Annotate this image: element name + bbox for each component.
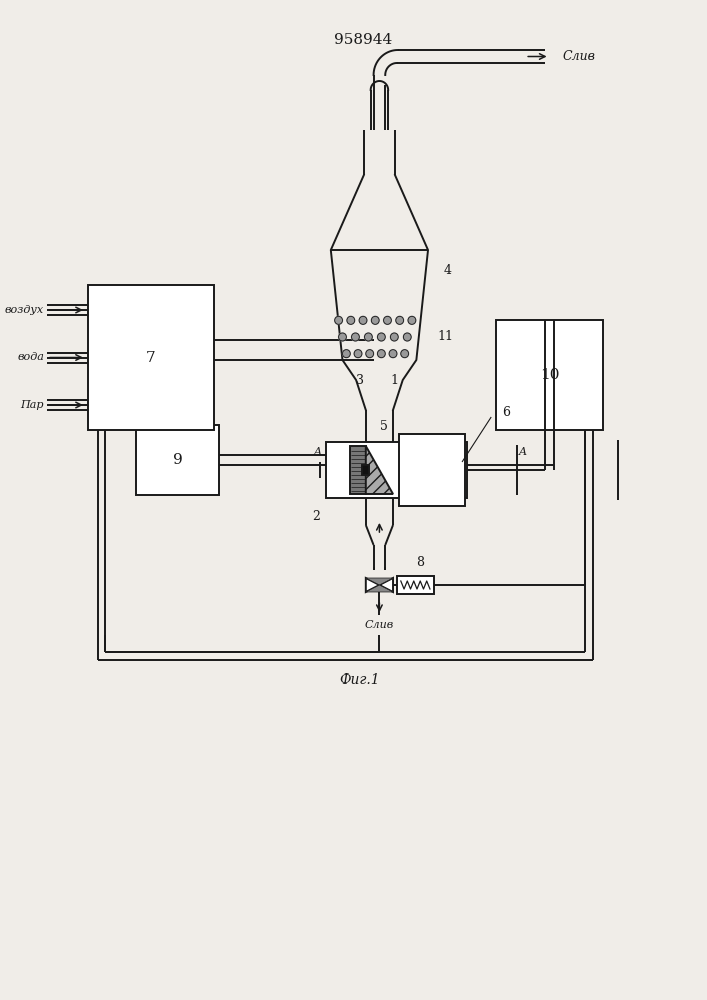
Text: 6: 6 (502, 406, 510, 418)
Circle shape (339, 333, 346, 341)
Text: 1: 1 (390, 373, 398, 386)
Bar (88, 285, 214, 430)
Text: вода: вода (17, 353, 44, 362)
Bar (496, 320, 603, 430)
Text: 2: 2 (312, 510, 320, 522)
Text: 11: 11 (438, 330, 453, 344)
Polygon shape (366, 446, 393, 494)
Circle shape (408, 316, 416, 324)
Circle shape (389, 350, 397, 358)
Text: 7: 7 (146, 351, 156, 364)
Bar (399, 434, 465, 506)
Bar (350, 446, 366, 494)
Text: 10: 10 (539, 368, 559, 382)
Circle shape (384, 316, 392, 324)
Circle shape (359, 316, 367, 324)
Bar (397, 576, 434, 594)
Polygon shape (366, 578, 393, 592)
Text: Фиг.1: Фиг.1 (339, 673, 380, 687)
Text: A: A (519, 447, 527, 457)
Text: 8: 8 (416, 556, 424, 570)
Circle shape (404, 333, 411, 341)
Text: воздух: воздух (5, 305, 44, 315)
Text: 3: 3 (356, 373, 364, 386)
Polygon shape (366, 585, 393, 592)
Text: A: A (314, 447, 322, 457)
Circle shape (371, 316, 379, 324)
Circle shape (365, 333, 373, 341)
Text: 958944: 958944 (334, 33, 392, 47)
Circle shape (366, 350, 373, 358)
Polygon shape (366, 578, 393, 585)
Circle shape (351, 333, 359, 341)
Circle shape (378, 350, 385, 358)
Circle shape (354, 350, 362, 358)
Text: 5: 5 (380, 420, 388, 434)
Text: Слив: Слив (365, 620, 394, 630)
Circle shape (390, 333, 398, 341)
Circle shape (401, 350, 409, 358)
Circle shape (334, 316, 342, 324)
Text: 9: 9 (173, 453, 182, 467)
Text: 4: 4 (443, 264, 452, 277)
Bar (136, 425, 219, 495)
Bar (362, 465, 369, 475)
Circle shape (396, 316, 404, 324)
Bar (326, 442, 467, 498)
Circle shape (347, 316, 355, 324)
Text: Пар: Пар (21, 400, 44, 410)
Circle shape (378, 333, 385, 341)
Circle shape (342, 350, 350, 358)
Text: Слив: Слив (562, 50, 595, 63)
